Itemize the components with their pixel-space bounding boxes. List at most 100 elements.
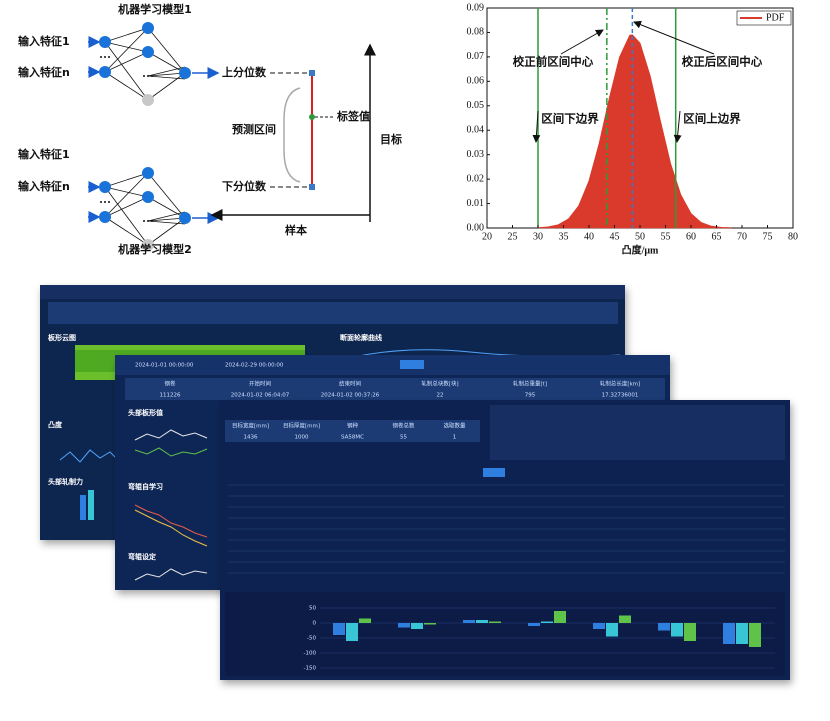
bar [684, 623, 696, 641]
edge [104, 216, 149, 246]
result-table [228, 484, 785, 574]
panel-title: 弯辊自学习 [128, 482, 163, 491]
edge [104, 27, 149, 43]
input-label: 输入特征1 [18, 34, 70, 48]
edge [147, 66, 186, 77]
edge [147, 72, 186, 77]
ellipsis-dot [108, 56, 110, 58]
y-tick-label: 0.02 [467, 173, 485, 184]
input-label: 输入特征n [18, 179, 70, 193]
table-cell: 17.32736001 [602, 393, 639, 399]
annotation: 校正后区间中心 [682, 55, 763, 69]
edge [147, 196, 186, 219]
node [142, 191, 154, 203]
annotation-arrow [673, 110, 682, 143]
ellipsis-dot [100, 56, 102, 58]
edge [104, 186, 149, 246]
bar [528, 623, 540, 626]
output-label: 下分位数 [222, 179, 267, 193]
bar [593, 623, 605, 629]
bar [333, 623, 345, 635]
annotation: 校正前区间中心 [513, 55, 594, 69]
node [99, 36, 111, 48]
table-cell: 111226 [160, 393, 181, 399]
bar [554, 611, 566, 623]
edge [104, 41, 149, 53]
bar [80, 495, 86, 520]
info-table [125, 378, 665, 400]
node [179, 67, 191, 79]
ellipsis-dot [143, 220, 145, 222]
node [179, 212, 191, 224]
y-tick-label: -150 [304, 666, 317, 672]
node [142, 239, 154, 251]
x-tick-label: 60 [686, 231, 696, 242]
edge [104, 172, 149, 188]
edge [104, 41, 149, 101]
ellipsis-dot [104, 201, 106, 203]
x-tick-label: 25 [508, 231, 518, 242]
x-tick-label: 35 [559, 231, 569, 242]
x-tick-label: 40 [584, 231, 594, 242]
curve [134, 509, 208, 547]
diagram: 机器学习模型1 机器学习模型2 输入特征1 输入特征n 输入特征1 输入特征n … [18, 2, 402, 256]
x-tick-label: 20 [482, 231, 492, 242]
info-table [48, 302, 618, 324]
y-tick-label: 0.00 [467, 222, 485, 233]
input-label: 输入特征1 [18, 147, 70, 161]
ellipsis-dot [100, 201, 102, 203]
panel-title: 断面轮廓曲线 [340, 333, 382, 342]
table-header: 轧制总长度[km] [600, 380, 640, 388]
table-header: 轧制总块数[块] [421, 380, 458, 388]
bar [723, 623, 735, 644]
table-header: 目标宽度[mm] [232, 422, 269, 430]
panel-title: 板形云图 [48, 333, 76, 342]
table-header: 钢种 [347, 422, 359, 430]
x-tick-label: 65 [712, 231, 722, 242]
crown-curve [59, 449, 121, 463]
edge [104, 196, 149, 218]
bar [658, 623, 670, 631]
edge [147, 75, 186, 80]
table-cell: 1436 [244, 435, 258, 441]
x-tick-label: 70 [737, 231, 747, 242]
toolbar [40, 285, 625, 299]
output-label: 上分位数 [222, 65, 267, 79]
annotation-arrow [633, 20, 715, 55]
node [142, 22, 154, 34]
x-tick-label: 55 [661, 231, 671, 242]
date-to: 2024-02-29 00:00:00 [225, 363, 284, 369]
bar [606, 623, 618, 637]
edge [104, 27, 149, 73]
table-cell: 2024-01-02 06:04:07 [231, 393, 290, 399]
table-cell: 1000 [295, 435, 309, 441]
ellipsis-dot [104, 56, 106, 58]
panel-title: 凸度 [48, 420, 63, 429]
ellipsis-dot [151, 220, 153, 222]
query-button[interactable] [400, 360, 424, 369]
y-tick-label: 0.04 [467, 125, 485, 136]
edge [147, 72, 186, 101]
ellipsis-dot [147, 75, 149, 77]
edge [147, 217, 186, 222]
bar [489, 621, 501, 623]
ellipsis-dot [143, 75, 145, 77]
query-button[interactable] [483, 468, 505, 477]
y-tick-label: 0.05 [467, 100, 485, 111]
ellipsis-dot [108, 201, 110, 203]
curve [134, 447, 208, 457]
edge [104, 51, 149, 73]
node [142, 167, 154, 179]
bar [411, 623, 423, 629]
date-from: 2024-01-01 00:00:00 [135, 363, 194, 369]
y-tick-label: 0 [313, 621, 317, 627]
networks [88, 22, 220, 251]
table-header: 钢卷总数 [392, 422, 415, 430]
pdf-chart: 20 25 30 35 40 45 50 55 60 65 70 75 80 0.00 0.01 0.02 0.… [467, 2, 799, 256]
table-cell: 22 [437, 393, 444, 399]
legend-label: PDF [766, 12, 785, 23]
pdf-area [537, 34, 732, 229]
edge [147, 220, 186, 225]
table-cell: 795 [525, 393, 536, 399]
x-tick-label: 30 [533, 231, 543, 242]
